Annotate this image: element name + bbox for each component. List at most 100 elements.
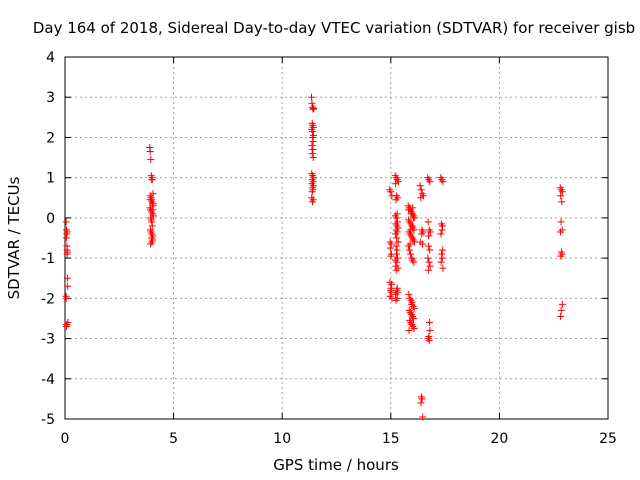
data-point (556, 228, 564, 236)
x-tick-label: 10 (273, 431, 291, 447)
plot-frame (64, 56, 609, 420)
data-point (309, 105, 317, 113)
data-point (438, 250, 446, 258)
data-point (407, 210, 415, 218)
data-point (393, 234, 401, 242)
data-point (424, 266, 432, 274)
data-point (426, 228, 434, 236)
data-point (393, 258, 401, 266)
data-point (64, 282, 72, 290)
data-point (149, 200, 157, 208)
data-point (418, 395, 426, 403)
data-point (386, 244, 394, 252)
data-point (438, 254, 446, 262)
data-point (406, 240, 414, 248)
data-point (308, 93, 316, 101)
data-point (146, 196, 154, 204)
y-tick-label: 4 (46, 50, 55, 66)
data-point (419, 413, 427, 421)
data-point (148, 176, 156, 184)
y-axis-label: SDTVAR / TECUs (5, 176, 23, 299)
data-point (387, 252, 395, 260)
data-point (425, 258, 433, 266)
data-point (409, 214, 417, 222)
data-point (309, 146, 317, 154)
data-point (392, 296, 400, 304)
data-point (557, 306, 565, 314)
x-axis: 0 5 10 15 20 25 (61, 57, 617, 447)
y-tick-label: 3 (46, 90, 55, 106)
data-point (308, 99, 316, 107)
y-tick-label: 1 (46, 171, 55, 187)
data-point (308, 127, 316, 135)
data-point (426, 262, 434, 270)
data-point (387, 188, 395, 196)
data-point (309, 154, 317, 162)
data-point (426, 246, 434, 254)
data-point (394, 238, 402, 246)
data-point (426, 178, 434, 186)
data-point (62, 294, 70, 302)
data-point (439, 178, 447, 186)
x-axis-label: GPS time / hours (273, 456, 399, 474)
data-point (438, 226, 446, 234)
data-point (439, 246, 447, 254)
data-point (558, 188, 566, 196)
data-point (147, 156, 155, 164)
x-tick-label: 20 (490, 431, 508, 447)
data-point (408, 300, 416, 308)
data-point (62, 218, 70, 226)
data-point (425, 232, 433, 240)
data-point (392, 214, 400, 222)
data-point (424, 254, 432, 262)
data-point (147, 240, 155, 248)
data-point (392, 180, 400, 188)
data-point (308, 198, 316, 206)
grid-lines (65, 57, 608, 419)
chart-title: Day 164 of 2018, Sidereal Day-to-day VTE… (33, 19, 635, 37)
y-axis: -5 -4 -3 -2 -1 0 1 2 3 4 (41, 50, 608, 428)
data-point (308, 188, 316, 196)
data-points (62, 93, 566, 421)
data-point (392, 230, 400, 238)
data-point (557, 252, 565, 260)
data-point (558, 198, 566, 206)
data-point (392, 266, 400, 274)
data-point (410, 325, 418, 332)
y-tick-label: -5 (41, 412, 55, 428)
data-point (405, 206, 413, 214)
data-point (308, 150, 316, 158)
data-point (419, 240, 427, 248)
data-point (407, 226, 415, 234)
data-point (407, 250, 415, 258)
data-point (425, 242, 433, 250)
data-point (418, 230, 426, 238)
data-point (405, 290, 413, 298)
y-tick-label: 2 (46, 130, 55, 146)
x-tick-label: 0 (61, 431, 70, 447)
y-tick-label: -2 (41, 291, 55, 307)
data-point (425, 337, 433, 345)
data-point (392, 290, 400, 298)
x-tick-label: 5 (169, 431, 178, 447)
data-point (63, 248, 71, 256)
data-point (437, 258, 445, 266)
data-point (149, 206, 157, 214)
data-point (63, 322, 71, 330)
data-point (410, 258, 418, 266)
data-point (410, 304, 418, 312)
data-point (439, 264, 447, 272)
data-point (63, 274, 71, 282)
data-point (392, 250, 400, 258)
data-point (558, 300, 566, 308)
data-point (557, 192, 565, 200)
data-point (410, 314, 418, 322)
data-point (416, 182, 424, 190)
y-tick-label: -3 (41, 332, 55, 348)
data-point (557, 312, 565, 320)
data-point (405, 246, 413, 254)
data-point (387, 240, 395, 248)
data-point (425, 318, 433, 326)
data-point (410, 238, 418, 246)
data-point (387, 288, 395, 296)
